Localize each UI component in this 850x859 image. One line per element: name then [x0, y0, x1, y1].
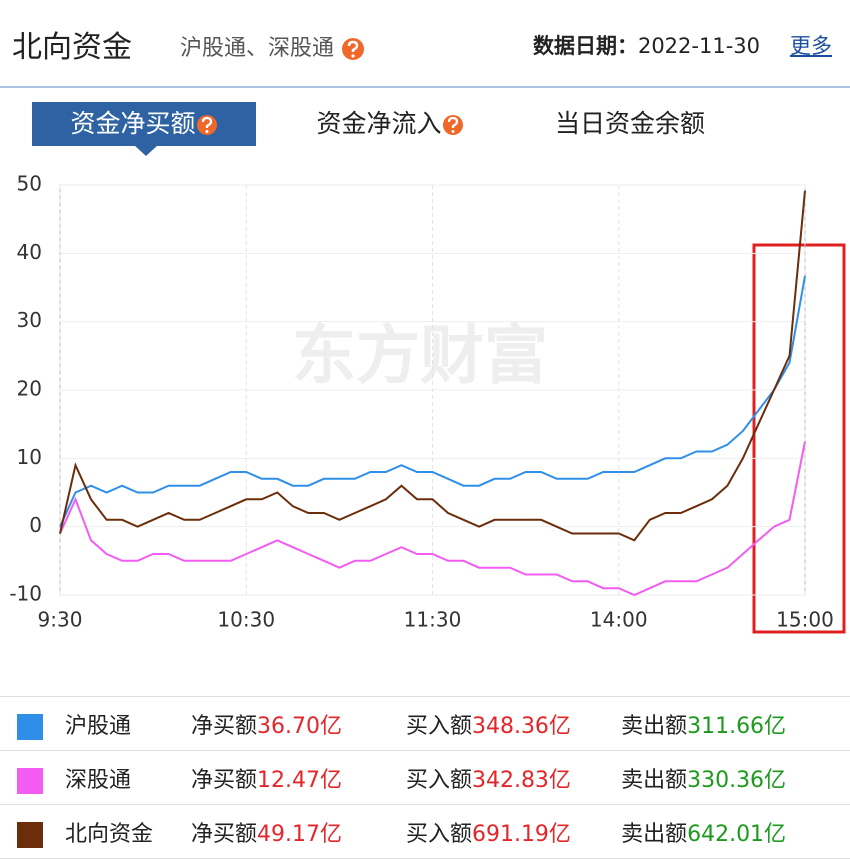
summary-cell: 买入额348.36亿 [404, 696, 621, 751]
column-label: 净买额 [191, 713, 258, 739]
tab-label: 当日资金余额 [554, 109, 705, 138]
column-label: 买入额 [405, 767, 472, 793]
subtitle-text: 沪股通、深股通 [180, 36, 335, 61]
legend-swatch [17, 821, 43, 848]
legend-label: 沪股通 [65, 713, 132, 739]
x-tick-label: 9:30 [38, 608, 83, 632]
tab-label: 资金净流入 [316, 109, 442, 138]
summary-value: 691.19亿 [471, 821, 571, 847]
y-tick-label: 20 [17, 377, 42, 401]
series-line [59, 275, 806, 528]
summary-row: 沪股通 净买额36.70亿 买入额348.36亿 卖出额311.66亿 [0, 696, 850, 751]
column-label: 净买额 [191, 821, 258, 847]
help-icon[interactable] [196, 114, 218, 136]
header: 北向资金 沪股通、深股通 数据日期：2022-11-30 更多 [0, 0, 850, 88]
date-value: 2022-11-30 [637, 34, 760, 58]
summary-table: 沪股通 净买额36.70亿 买入额348.36亿 卖出额311.66亿 深股通 净买额12… [0, 696, 850, 859]
summary-cell: 卖出额642.01亿 [620, 804, 850, 859]
y-tick-label: -10 [9, 582, 42, 606]
legend-swatch [17, 767, 43, 794]
highlight-box [752, 243, 846, 634]
summary-value: 342.83亿 [471, 767, 571, 793]
summary-value: 330.36亿 [687, 767, 787, 793]
series-cell: 沪股通 [0, 696, 191, 751]
summary-cell: 净买额49.17亿 [190, 804, 405, 859]
summary-cell: 买入额342.83亿 [404, 750, 621, 805]
tab-pointer [134, 145, 158, 156]
column-label: 买入额 [405, 821, 472, 847]
summary-cell: 买入额691.19亿 [404, 804, 621, 859]
column-label: 买入额 [405, 713, 472, 739]
summary-value: 36.70亿 [257, 713, 343, 739]
date: 数据日期：2022-11-30 [533, 30, 760, 60]
legend-label: 深股通 [65, 767, 132, 793]
help-icon[interactable] [442, 114, 464, 136]
summary-value: 12.47亿 [257, 767, 343, 793]
tab[interactable]: 资金净买额 [32, 102, 256, 146]
column-label: 卖出额 [621, 767, 688, 793]
column-label: 卖出额 [621, 713, 688, 739]
series-cell: 北向资金 [0, 804, 191, 859]
y-tick-label: 10 [17, 445, 42, 469]
y-tick-label: 50 [17, 172, 42, 196]
summary-row: 深股通 净买额12.47亿 买入额342.83亿 卖出额330.36亿 [0, 750, 850, 805]
summary-cell: 净买额12.47亿 [190, 750, 405, 805]
summary-value: 348.36亿 [471, 713, 571, 739]
y-tick-label: 30 [17, 308, 42, 332]
more-link[interactable]: 更多 [790, 34, 832, 58]
summary-value: 311.66亿 [687, 713, 787, 739]
help-icon[interactable] [341, 37, 365, 61]
y-tick-label: 40 [17, 240, 42, 264]
summary-value: 49.17亿 [257, 821, 343, 847]
x-tick-label: 14:00 [590, 608, 648, 632]
legend-label: 北向资金 [65, 821, 154, 847]
x-tick-label: 11:30 [404, 608, 462, 632]
summary-value: 642.01亿 [687, 821, 787, 847]
summary-cell: 净买额36.70亿 [190, 696, 405, 751]
column-label: 卖出额 [621, 821, 688, 847]
y-tick-label: 0 [29, 513, 42, 537]
series-cell: 深股通 [0, 750, 191, 805]
summary-row: 北向资金 净买额49.17亿 买入额691.19亿 卖出额642.01亿 [0, 804, 850, 859]
tab-label: 资金净买额 [70, 109, 196, 138]
subtitle: 沪股通、深股通 [180, 30, 365, 62]
legend-swatch [17, 713, 43, 740]
chart: 东方财富 -10 0 10 20 30 40 50 9:30 10:30 11:30 14:00 15… [9, 172, 846, 634]
series-line [59, 190, 806, 542]
summary-cell: 卖出额311.66亿 [620, 696, 850, 751]
summary-cell: 卖出额330.36亿 [620, 750, 850, 805]
x-tick-label: 10:30 [217, 608, 275, 632]
title: 北向资金 [12, 30, 132, 65]
series-line [59, 441, 806, 597]
tab[interactable]: 资金净流入 [290, 102, 490, 146]
column-label: 净买额 [191, 767, 258, 793]
tab[interactable]: 当日资金余额 [530, 102, 730, 146]
watermark: 东方财富 [292, 320, 548, 394]
date-label: 数据日期： [532, 34, 638, 58]
x-tick-label: 15:00 [776, 608, 834, 632]
